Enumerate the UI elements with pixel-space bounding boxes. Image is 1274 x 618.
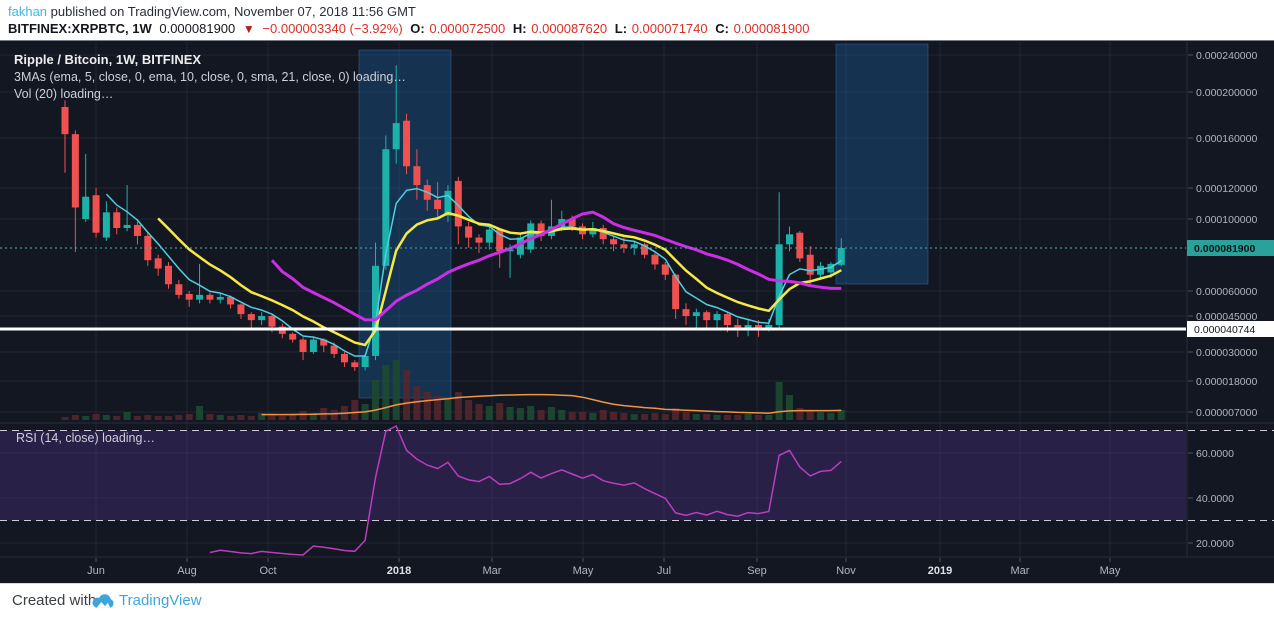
svg-text:Sep: Sep: [747, 565, 767, 577]
footer-bar: Created with TradingView: [0, 583, 1274, 618]
open-label: O:: [410, 21, 425, 36]
svg-text:2018: 2018: [387, 565, 411, 577]
level-price-label: [1187, 321, 1274, 337]
svg-text:0.000240000: 0.000240000: [1196, 50, 1257, 62]
svg-text:0.000007000: 0.000007000: [1196, 407, 1257, 419]
volume-ma-line: [261, 393, 842, 416]
svg-text:40.0000: 40.0000: [1196, 493, 1234, 505]
svg-text:2019: 2019: [928, 565, 952, 577]
volume-indicator-legend[interactable]: Vol (20) loading…: [14, 87, 114, 101]
svg-text:Mar: Mar: [483, 565, 502, 577]
svg-text:0.000018000: 0.000018000: [1196, 376, 1257, 388]
low-label: L:: [614, 21, 628, 36]
header-divider: [0, 40, 1274, 41]
volume-bars: [61, 360, 845, 420]
svg-text:0.000200000: 0.000200000: [1196, 87, 1257, 99]
svg-text:0.000060000: 0.000060000: [1196, 286, 1257, 298]
last-price: 0.000081900: [159, 21, 236, 36]
byline-text: published on TradingView.com, November 0…: [47, 4, 416, 19]
price-change: −0.000003340 (−3.92%): [262, 21, 403, 36]
svg-text:Mar: Mar: [1011, 565, 1030, 577]
svg-text:Jul: Jul: [657, 565, 671, 577]
svg-text:Nov: Nov: [836, 565, 856, 577]
svg-text:May: May: [1100, 565, 1121, 577]
svg-text:Aug: Aug: [177, 565, 197, 577]
pane-borders: [0, 42, 1274, 558]
rsi-indicator-legend[interactable]: RSI (14, close) loading…: [16, 431, 155, 445]
svg-text:Jun: Jun: [87, 565, 105, 577]
svg-text:0.000045000: 0.000045000: [1196, 311, 1257, 323]
svg-text:Oct: Oct: [259, 565, 276, 577]
down-arrow-icon: ▼: [242, 22, 255, 36]
tradingview-brand-link[interactable]: TradingView: [119, 592, 202, 609]
high-value: 0.000087620: [531, 21, 608, 36]
created-with-label: Created with: [12, 592, 97, 609]
open-value: 0.000072500: [429, 21, 506, 36]
svg-text:0.000160000: 0.000160000: [1196, 133, 1257, 145]
svg-text:20.0000: 20.0000: [1196, 538, 1234, 550]
main-legend-title[interactable]: Ripple / Bitcoin, 1W, BITFINEX: [14, 52, 202, 67]
time-axis[interactable]: Jun Aug Oct 2018 Mar May Jul Sep Nov 2019 Mar May: [87, 558, 1121, 577]
low-value: 0.000071740: [631, 21, 708, 36]
rsi-line: [209, 424, 842, 556]
high-label: H:: [512, 21, 527, 36]
price-axis[interactable]: 0.000240000 0.000200000 0.000160000 0.00012…: [1187, 50, 1274, 550]
symbol-ohlc-row: BITFINEX:XRPBTC, 1W 0.000081900 ▼ −0.000…: [8, 21, 814, 36]
sma21-line: [270, 210, 842, 322]
svg-text:0.000040744: 0.000040744: [1194, 324, 1255, 336]
close-value: 0.000081900: [733, 21, 810, 36]
byline: fakhan published on TradingView.com, Nov…: [8, 4, 416, 19]
last-price-label: [1187, 240, 1274, 256]
moving-averages: [105, 187, 842, 357]
header-bar: fakhan published on TradingView.com, Nov…: [0, 0, 1274, 41]
author-link[interactable]: fakhan: [8, 4, 48, 19]
close-label: C:: [715, 21, 729, 36]
rsi-band: [0, 430, 1274, 521]
symbol-name[interactable]: BITFINEX:XRPBTC, 1W: [8, 21, 152, 36]
svg-text:0.000081900: 0.000081900: [1194, 243, 1255, 255]
svg-text:0.000120000: 0.000120000: [1196, 183, 1257, 195]
svg-text:60.0000: 60.0000: [1196, 448, 1234, 460]
ema10-line: [157, 211, 842, 347]
tradingview-logo-icon[interactable]: [90, 591, 115, 616]
svg-text:0.000030000: 0.000030000: [1196, 347, 1257, 359]
svg-text:0.000100000: 0.000100000: [1196, 214, 1257, 226]
mas-indicator-legend[interactable]: 3MAs (ema, 5, close, 0, ema, 10, close, …: [14, 70, 406, 84]
svg-text:May: May: [573, 565, 594, 577]
